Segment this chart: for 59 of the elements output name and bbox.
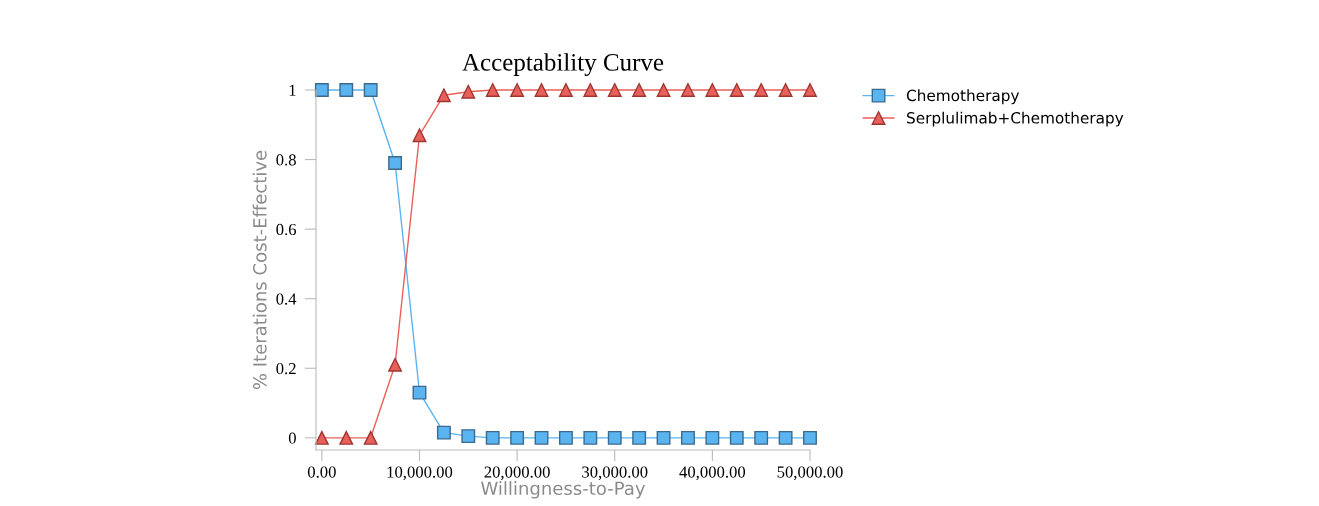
y-tick-label: 0.8 xyxy=(276,154,296,166)
y-tick-label: 1 xyxy=(289,84,296,96)
point xyxy=(607,430,622,445)
y-axis-title: % Iterations Cost-Effective xyxy=(252,150,267,390)
point xyxy=(412,128,427,143)
point xyxy=(705,83,720,97)
point xyxy=(632,430,647,445)
point xyxy=(583,430,598,445)
x-tick-label: 0.00 xyxy=(307,466,336,478)
x-tick-label: 10,000.00 xyxy=(387,466,453,481)
point xyxy=(681,430,695,445)
point xyxy=(534,430,549,445)
legend-label: Serplulimab+Chemotherapy xyxy=(907,111,1124,127)
point xyxy=(681,83,695,97)
point xyxy=(729,430,744,445)
point xyxy=(583,83,598,97)
point xyxy=(558,83,573,97)
point xyxy=(363,83,378,97)
y-tick-label: 0.6 xyxy=(276,223,297,236)
point xyxy=(388,156,403,170)
point xyxy=(363,430,378,445)
point xyxy=(656,83,671,97)
point xyxy=(778,430,793,445)
y-tick-label: 0 xyxy=(288,432,296,444)
point xyxy=(607,83,622,97)
point xyxy=(436,425,451,440)
point xyxy=(339,83,354,97)
point xyxy=(754,430,769,445)
point xyxy=(558,430,573,445)
point xyxy=(412,385,427,400)
point xyxy=(436,88,451,103)
y-tick-label: 0.4 xyxy=(276,293,297,305)
point xyxy=(754,83,769,97)
point xyxy=(656,430,671,445)
point xyxy=(510,83,525,97)
point xyxy=(534,83,549,97)
x-tick-label: 50,000.00 xyxy=(777,466,843,481)
legend-label: Chemotherapy xyxy=(906,89,1020,105)
point xyxy=(803,430,817,445)
point xyxy=(632,83,647,97)
chart-title: Acceptability Curve xyxy=(462,53,664,76)
point xyxy=(485,83,500,97)
point xyxy=(803,83,817,97)
x-tick-label: 20,000.00 xyxy=(484,466,550,481)
point xyxy=(729,83,744,97)
point xyxy=(314,430,329,445)
point xyxy=(339,430,354,445)
point xyxy=(388,357,403,372)
point xyxy=(485,430,500,445)
point xyxy=(778,83,793,97)
point xyxy=(510,430,525,445)
point xyxy=(314,83,329,97)
y-tick-label: 0.2 xyxy=(276,362,296,375)
x-tick-label: 40,000.00 xyxy=(679,466,746,481)
x-tick-label: 30,000.00 xyxy=(582,466,648,481)
point xyxy=(461,84,476,99)
point xyxy=(705,430,720,445)
point xyxy=(461,429,476,444)
x-axis-title: Willingness-to-Pay xyxy=(481,481,646,499)
